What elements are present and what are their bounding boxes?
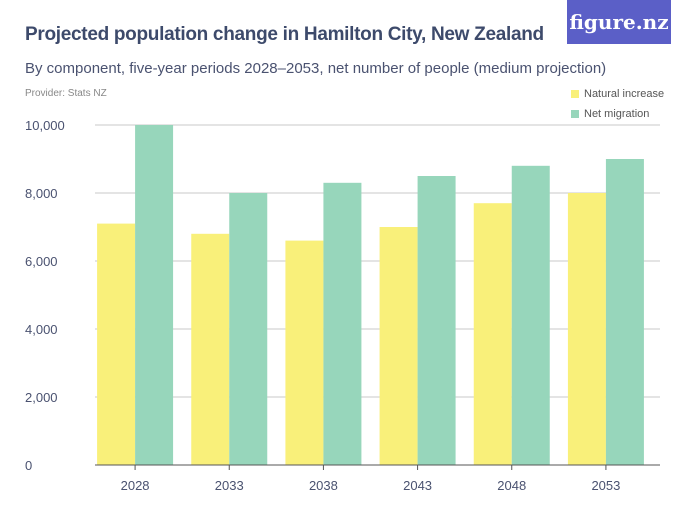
provider-label: Provider: Stats NZ [25,88,107,99]
legend: Natural increase Net migration [571,84,664,124]
legend-item-migration: Net migration [571,104,664,124]
bar-natural-increase-2038 [285,240,324,465]
x-tick-label: 2043 [403,478,432,493]
bar-natural-increase-2033 [191,233,230,465]
chart-subtitle: By component, five-year periods 2028–205… [25,60,607,77]
y-tick-label: 2,000 [25,390,58,405]
bar-net-migration-2038 [323,182,362,466]
legend-item-natural: Natural increase [571,84,664,104]
y-tick-label: 6,000 [25,254,58,269]
bar-net-migration-2048 [511,165,550,466]
y-tick-label: 0 [25,458,32,473]
bar-net-migration-2053 [605,159,644,465]
x-tick-label: 2033 [215,478,244,493]
x-tick-label: 2053 [591,478,620,493]
bar-natural-increase-2043 [379,227,418,465]
y-tick-label: 4,000 [25,322,58,337]
bar-natural-increase-2028 [97,223,136,465]
legend-swatch [571,90,579,98]
x-tick-label: 2038 [309,478,338,493]
bar-natural-increase-2053 [567,193,606,465]
x-tick-label: 2048 [497,478,526,493]
figure-nz-logo[interactable]: figure.nz [567,0,671,44]
legend-label: Natural increase [584,88,665,100]
bar-net-migration-2028 [135,125,174,465]
bar-natural-increase-2048 [473,203,512,465]
y-tick-label: 8,000 [25,186,58,201]
x-tick-label: 2028 [121,478,150,493]
y-tick-label: 10,000 [25,118,65,133]
chart-title: Projected population change in Hamilton … [25,24,544,45]
bar-net-migration-2033 [229,193,268,465]
bar-net-migration-2043 [417,176,456,465]
legend-label: Net migration [584,108,650,120]
legend-swatch [571,110,579,118]
